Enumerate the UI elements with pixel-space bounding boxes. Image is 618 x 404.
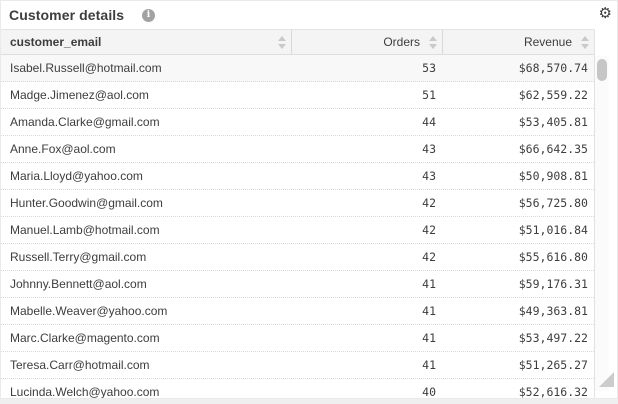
- sort-icon: [429, 36, 437, 49]
- table-row: Mabelle.Weaver@yahoo.com 41 $49,363.81: [1, 298, 594, 325]
- resize-handle-icon[interactable]: [599, 372, 614, 387]
- cell-customer-email: Amanda.Clarke@gmail.com: [10, 115, 160, 129]
- table-row: Teresa.Carr@hotmail.com 41 $51,265.27: [1, 352, 594, 379]
- cell-revenue: $56,725.80: [518, 196, 588, 210]
- cell-revenue: $51,016.84: [518, 223, 588, 237]
- cell-orders: 41: [422, 331, 436, 345]
- cell-customer-email: Mabelle.Weaver@yahoo.com: [10, 304, 168, 318]
- cell-customer-email: Marc.Clarke@magento.com: [10, 331, 160, 345]
- table-body: Isabel.Russell@hotmail.com 53 $68,570.74…: [1, 55, 594, 398]
- cell-customer-email: Johnny.Bennett@aol.com: [10, 277, 147, 291]
- gear-icon[interactable]: ⚙: [598, 5, 612, 22]
- cell-revenue: $68,570.74: [518, 61, 588, 75]
- cell-revenue: $62,559.22: [518, 88, 588, 102]
- cell-revenue: $53,497.22: [518, 331, 588, 345]
- cell-orders: 41: [422, 277, 436, 291]
- cell-revenue: $49,363.81: [518, 304, 588, 318]
- cell-revenue: $66,642.35: [518, 142, 588, 156]
- table-row: Maria.Lloyd@yahoo.com 43 $50,908.81: [1, 163, 594, 190]
- sort-icon: [581, 36, 589, 49]
- cell-orders: 41: [422, 304, 436, 318]
- cell-revenue: $50,908.81: [518, 169, 588, 183]
- cell-customer-email: Lucinda.Welch@yahoo.com: [10, 385, 160, 398]
- customer-table: customer_email Orders Revenue Isabel.Rus…: [1, 29, 595, 398]
- cell-revenue: $55,616.80: [518, 250, 588, 264]
- cell-revenue: $53,405.81: [518, 115, 588, 129]
- column-header-label: Orders: [383, 35, 420, 49]
- column-header-label: Revenue: [523, 35, 572, 49]
- cell-customer-email: Hunter.Goodwin@gmail.com: [10, 196, 163, 210]
- sort-icon: [278, 36, 286, 49]
- table-header-row: customer_email Orders Revenue: [1, 29, 594, 55]
- cell-orders: 51: [422, 88, 436, 102]
- cell-customer-email: Russell.Terry@gmail.com: [10, 250, 147, 264]
- cell-orders: 44: [422, 115, 436, 129]
- column-header-customer-email[interactable]: customer_email: [1, 30, 291, 54]
- vertical-scrollbar-track[interactable]: [595, 56, 609, 391]
- table-row: Amanda.Clarke@gmail.com 44 $53,405.81: [1, 109, 594, 136]
- cell-orders: 40: [422, 385, 436, 398]
- table-row: Manuel.Lamb@hotmail.com 42 $51,016.84: [1, 217, 594, 244]
- cell-revenue: $51,265.27: [518, 358, 588, 372]
- cell-orders: 43: [422, 142, 436, 156]
- cell-customer-email: Manuel.Lamb@hotmail.com: [10, 223, 160, 237]
- widget-header: Customer details i ⚙: [1, 1, 617, 29]
- table-row: Hunter.Goodwin@gmail.com 42 $56,725.80: [1, 190, 594, 217]
- table-row: Anne.Fox@aol.com 43 $66,642.35: [1, 136, 594, 163]
- column-header-orders[interactable]: Orders: [291, 30, 442, 54]
- cell-customer-email: Teresa.Carr@hotmail.com: [10, 358, 150, 372]
- cell-orders: 41: [422, 358, 436, 372]
- table-row: Marc.Clarke@magento.com 41 $53,497.22: [1, 325, 594, 352]
- cell-customer-email: Isabel.Russell@hotmail.com: [10, 61, 162, 75]
- cell-customer-email: Madge.Jimenez@aol.com: [10, 88, 149, 102]
- vertical-scrollbar-thumb[interactable]: [597, 59, 607, 81]
- table-row: Russell.Terry@gmail.com 42 $55,616.80: [1, 244, 594, 271]
- cell-customer-email: Anne.Fox@aol.com: [10, 142, 116, 156]
- cell-orders: 42: [422, 196, 436, 210]
- table-row: Johnny.Bennett@aol.com 41 $59,176.31: [1, 271, 594, 298]
- table-row: Lucinda.Welch@yahoo.com 40 $52,616.32: [1, 379, 594, 398]
- table-row: Madge.Jimenez@aol.com 51 $62,559.22: [1, 82, 594, 109]
- table-row: Isabel.Russell@hotmail.com 53 $68,570.74: [1, 55, 594, 82]
- column-header-revenue[interactable]: Revenue: [442, 30, 594, 54]
- cell-orders: 43: [422, 169, 436, 183]
- cell-orders: 42: [422, 250, 436, 264]
- cell-customer-email: Maria.Lloyd@yahoo.com: [10, 169, 143, 183]
- widget-title: Customer details: [9, 7, 125, 23]
- cell-revenue: $52,616.32: [518, 385, 588, 398]
- column-header-label: customer_email: [10, 35, 102, 49]
- info-icon[interactable]: i: [142, 9, 155, 22]
- cell-orders: 42: [422, 223, 436, 237]
- cell-orders: 53: [422, 61, 436, 75]
- cell-revenue: $59,176.31: [518, 277, 588, 291]
